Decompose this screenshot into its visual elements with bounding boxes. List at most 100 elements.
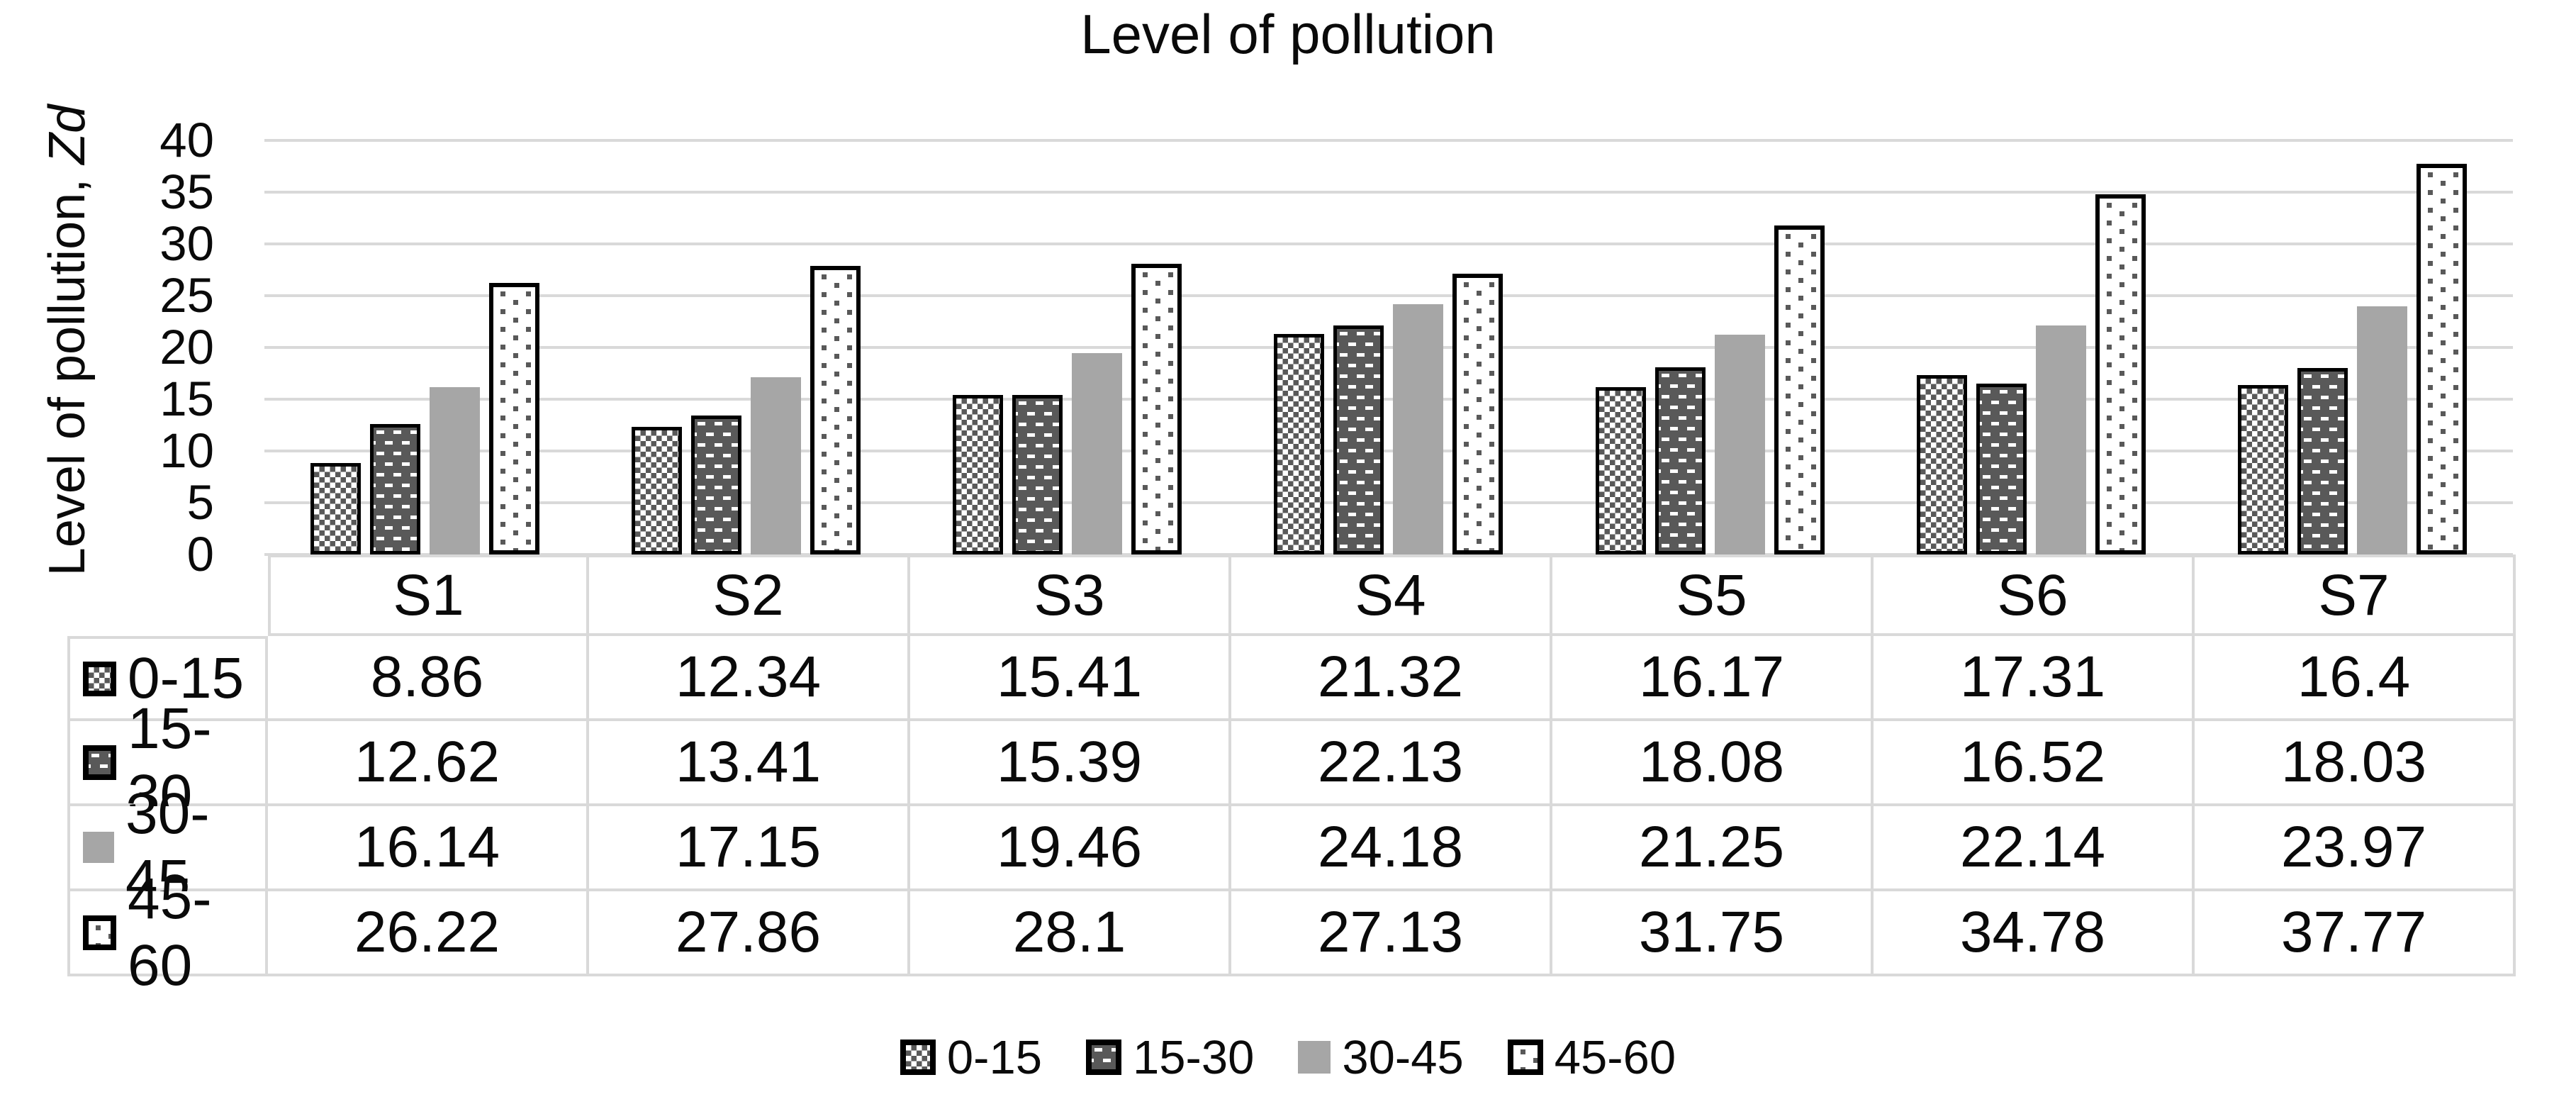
table-value-s5-45-60: 31.75 <box>1552 891 1874 976</box>
bar-s1-45-60 <box>489 283 540 554</box>
table-value-s3-0-15: 15.41 <box>910 636 1231 721</box>
bar-s3-45-60 <box>1131 263 1182 554</box>
bar-group-s1 <box>264 140 586 554</box>
legend-swatch-15-30 <box>1085 1040 1121 1075</box>
bar-group-s6 <box>1871 140 2192 554</box>
table-header-s2: S2 <box>589 554 910 636</box>
table-value-s5-0-15: 16.17 <box>1552 636 1874 721</box>
table-row-label-30-45: 30-45 <box>67 781 268 913</box>
table-header-s6: S6 <box>1874 554 2195 636</box>
plot-area <box>264 139 2513 556</box>
gridline-35 <box>264 191 2513 194</box>
y-tick-10: 10 <box>159 423 214 478</box>
y-tick-5: 5 <box>186 475 214 530</box>
table-value-s2-0-15: 12.34 <box>589 636 910 721</box>
bar-s4-45-60 <box>1452 273 1503 554</box>
table-value-s7-0-15: 16.4 <box>2195 636 2516 721</box>
bar-s3-0-15 <box>953 395 1004 554</box>
bar-s6-30-45 <box>2035 325 2086 554</box>
table-row-label-15-30: 15-30 <box>67 696 268 827</box>
bar-s5-15-30 <box>1654 367 1706 554</box>
bar-s7-30-45 <box>2356 306 2407 554</box>
bar-s7-0-15 <box>2237 384 2288 554</box>
series-key-label-45-60: 45-60 <box>128 866 212 998</box>
legend-swatch-30-45 <box>1298 1041 1331 1074</box>
legend-label-45-60: 45-60 <box>1554 1030 1676 1084</box>
table-value-s5-30-45: 21.25 <box>1552 806 1874 891</box>
data-table: S1 S2 S3 S4 S5 S6 S7 0-15 8.86 12.34 15.41 21.32 16.… <box>67 554 2516 998</box>
gridline-5 <box>264 501 2513 504</box>
bar-s6-15-30 <box>1976 383 2027 554</box>
series-key-swatch-15-30 <box>83 745 116 780</box>
y-tick-35: 35 <box>159 165 214 219</box>
legend-swatch-45-60 <box>1507 1040 1543 1075</box>
table-value-s6-0-15: 17.31 <box>1874 636 2195 721</box>
bar-s2-15-30 <box>691 416 742 554</box>
table-header-s7: S7 <box>2195 554 2516 636</box>
chart-title: Level of pollution <box>1080 3 1496 65</box>
table-corner-spacer <box>67 554 268 636</box>
bar-s6-0-15 <box>1916 375 1967 554</box>
gridline-40 <box>264 139 2513 142</box>
table-value-s3-45-60: 28.1 <box>910 891 1231 976</box>
legend-label-30-45: 30-45 <box>1342 1030 1464 1084</box>
bar-s3-15-30 <box>1012 395 1063 554</box>
table-value-s3-30-45: 19.46 <box>910 806 1231 891</box>
legend-item-30-45: 30-45 <box>1298 1030 1464 1085</box>
bar-group-s2 <box>586 140 907 554</box>
bar-group-s7 <box>2192 140 2513 554</box>
gridline-30 <box>264 243 2513 245</box>
table-value-s6-30-45: 22.14 <box>1874 806 2195 891</box>
bar-s1-30-45 <box>430 387 481 554</box>
bar-s1-15-30 <box>370 423 421 554</box>
table-value-s4-45-60: 27.13 <box>1231 891 1552 976</box>
table-value-s2-45-60: 27.86 <box>589 891 910 976</box>
y-tick-30: 30 <box>159 216 214 271</box>
table-header-s4: S4 <box>1231 554 1552 636</box>
bar-group-s4 <box>1228 140 1549 554</box>
legend-label-15-30: 15-30 <box>1132 1030 1255 1084</box>
legend-item-45-60: 45-60 <box>1507 1030 1676 1085</box>
table-value-s1-30-45: 16.14 <box>268 806 589 891</box>
table-value-s2-30-45: 17.15 <box>589 806 910 891</box>
y-tick-25: 25 <box>159 268 214 323</box>
gridline-15 <box>264 398 2513 401</box>
bar-s4-15-30 <box>1333 325 1384 554</box>
table-value-s1-15-30: 12.62 <box>268 721 589 806</box>
gridline-10 <box>264 450 2513 452</box>
table-row-label-0-15: 0-15 <box>67 636 268 721</box>
series-key-swatch-30-45 <box>83 832 114 863</box>
table-header-s3: S3 <box>910 554 1231 636</box>
bar-s3-30-45 <box>1072 352 1123 554</box>
bar-s5-45-60 <box>1774 225 1825 554</box>
y-tick-0: 0 <box>186 527 214 581</box>
table-header-s5: S5 <box>1552 554 1874 636</box>
y-tick-15: 15 <box>159 372 214 426</box>
legend-item-15-30: 15-30 <box>1085 1030 1255 1085</box>
table-value-s5-15-30: 18.08 <box>1552 721 1874 806</box>
y-tick-20: 20 <box>159 320 214 374</box>
bar-group-s5 <box>1550 140 1871 554</box>
bar-s2-30-45 <box>751 377 802 554</box>
table-value-s1-0-15: 8.86 <box>268 636 589 721</box>
table-value-s2-15-30: 13.41 <box>589 721 910 806</box>
bar-group-s3 <box>907 140 1228 554</box>
y-tick-40: 40 <box>159 113 214 167</box>
gridline-20 <box>264 346 2513 349</box>
table-value-s7-15-30: 18.03 <box>2195 721 2516 806</box>
table-value-s1-45-60: 26.22 <box>268 891 589 976</box>
legend-swatch-0-15 <box>900 1040 936 1075</box>
bar-s6-45-60 <box>2095 194 2146 554</box>
table-value-s4-15-30: 22.13 <box>1231 721 1552 806</box>
gridline-25 <box>264 294 2513 297</box>
legend: 0-15 15-30 30-45 45-60 <box>0 1027 2576 1088</box>
series-key-swatch-0-15 <box>83 661 116 696</box>
series-key-label-0-15: 0-15 <box>128 646 245 710</box>
bar-s4-0-15 <box>1274 333 1325 554</box>
bar-s2-45-60 <box>810 266 861 554</box>
bar-s1-0-15 <box>310 462 362 554</box>
bar-s5-30-45 <box>1714 334 1765 554</box>
legend-label-0-15: 0-15 <box>946 1030 1042 1084</box>
bar-groups <box>264 140 2513 554</box>
